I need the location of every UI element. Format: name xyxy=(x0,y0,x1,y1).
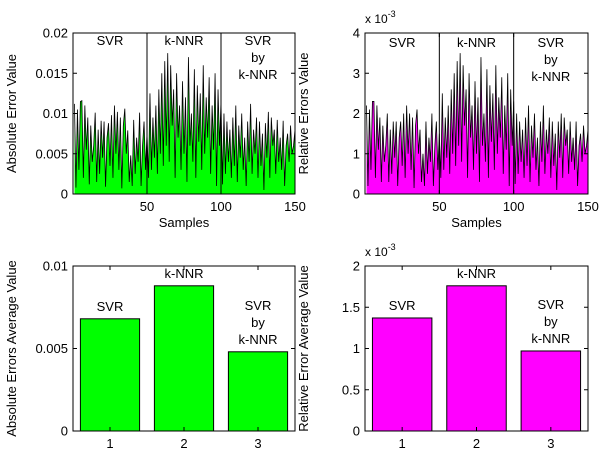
abs-error-line-region-label-3: k-NNR xyxy=(239,67,278,82)
abs-error-bar-bar-label-3: k-NNR xyxy=(239,332,278,347)
rel-error-line-ytick-label: 0 xyxy=(353,187,360,202)
rel-error-line-xtick-label: 100 xyxy=(503,199,525,214)
abs-error-bar-bar-label-3: by xyxy=(251,315,265,330)
rel-error-bar-bar-label-3: SVR xyxy=(537,297,564,312)
rel-error-line-y-axis-label: Relative Errors Value xyxy=(296,53,311,175)
abs-error-line-region-label-3: SVR xyxy=(245,33,272,48)
rel-error-bar-bar-3 xyxy=(520,350,582,432)
rel-error-bar-exponent-label: x 10-3 xyxy=(365,242,396,259)
abs-error-line-area-fill xyxy=(74,53,295,195)
rel-error-bar-exponent-power: -3 xyxy=(388,242,396,252)
rel-error-bar-bar-label-1: SVR xyxy=(389,298,416,313)
abs-error-bar-panel: SVR k-NNR SVR by k-NNR 1 2 3 0 0.005 0.01 Absolute … xyxy=(4,259,296,451)
abs-error-bar-bar-1 xyxy=(79,318,141,432)
rel-error-line-x-axis-label: Samples xyxy=(451,215,502,230)
rel-error-bar-bar-label-3: k-NNR xyxy=(531,331,570,346)
abs-error-bar-ytick-label: 0.01 xyxy=(43,259,68,274)
rel-error-bar-xtick-label: 1 xyxy=(399,436,406,451)
abs-error-bar-bar-label-1: SVR xyxy=(97,299,124,314)
rel-error-bar-y-axis-label: Relative Error Average Value xyxy=(296,265,311,431)
rel-error-line-area-fill xyxy=(366,53,588,194)
rel-error-line-region-label-3: SVR xyxy=(537,35,564,50)
rel-error-bar-ytick-label: 0.5 xyxy=(342,382,360,397)
rel-error-line-ytick-label: 1 xyxy=(353,146,360,161)
abs-error-line-ytick-label: 0.005 xyxy=(35,146,68,161)
rel-error-bar-ytick-label: 1 xyxy=(353,341,360,356)
rel-error-line-region-label-3: k-NNR xyxy=(531,69,570,84)
rel-error-line-ytick-label: 3 xyxy=(353,66,360,81)
rel-error-line-exponent-label: x 10-3 xyxy=(365,9,396,26)
abs-error-bar-axes-box xyxy=(72,265,296,432)
rel-error-bar-exponent-base: x 10 xyxy=(365,245,388,259)
abs-error-line-ytick-label: 0.01 xyxy=(43,106,68,121)
rel-error-line-region-label-2: k-NNR xyxy=(457,35,496,50)
rel-error-bar-bar-label-2: k-NNR xyxy=(457,266,496,281)
rel-error-line-xtick-label: 50 xyxy=(432,199,446,214)
abs-error-bar-bar-label-3: SVR xyxy=(245,298,272,313)
rel-error-bar-axes-box xyxy=(364,265,589,432)
abs-error-bar-xtick-label: 2 xyxy=(180,436,187,451)
rel-error-line-panel: SVR k-NNR SVR by k-NNR 50 100 150 0 1 2 3 4 x 10-3 Sam… xyxy=(296,9,599,230)
abs-error-bar-y-axis-label: Absolute Errors Average Value xyxy=(4,260,19,437)
abs-error-line-panel: SVR k-NNR SVR by k-NNR 50 100 150 0 0.005 0.01 0.01… xyxy=(4,26,306,231)
abs-error-bar-bar-2 xyxy=(153,285,215,432)
abs-error-line-axes-box xyxy=(72,32,296,195)
abs-error-line-ytick-label: 0.015 xyxy=(35,66,68,81)
rel-error-line-ytick-label: 4 xyxy=(353,26,360,41)
rel-error-line-axes-box xyxy=(364,32,589,195)
abs-error-bar-xtick-label: 3 xyxy=(254,436,261,451)
abs-error-bar-bar-label-2: k-NNR xyxy=(165,266,204,281)
rel-error-bar-ytick-label: 0 xyxy=(353,424,360,439)
abs-error-bar-ytick-label: 0.005 xyxy=(35,341,68,356)
rel-error-bar-bar-1 xyxy=(371,317,433,432)
abs-error-line-series-line xyxy=(74,53,296,190)
abs-error-line-ytick-label: 0 xyxy=(61,187,68,202)
rel-error-bar-xtick-label: 2 xyxy=(473,436,480,451)
rel-error-line-xtick-label: 150 xyxy=(577,199,599,214)
rel-error-line-region-label-1: SVR xyxy=(389,35,416,50)
rel-error-line-series-line xyxy=(366,53,589,190)
rel-error-bar-bar-2 xyxy=(446,285,507,432)
abs-error-line-xtick-label: 150 xyxy=(284,199,306,214)
rel-error-bar-ytick-label: 2 xyxy=(353,259,360,274)
abs-error-line-ytick-label: 0.02 xyxy=(43,26,68,41)
abs-error-line-region-label-2: k-NNR xyxy=(165,33,204,48)
abs-error-line-y-axis-label: Absolute Error Value xyxy=(4,54,19,173)
abs-error-bar-xtick-label: 1 xyxy=(106,436,113,451)
abs-error-line-xtick-label: 50 xyxy=(140,199,154,214)
abs-error-line-region-label-1: SVR xyxy=(97,33,124,48)
abs-error-bar-ytick-label: 0 xyxy=(61,424,68,439)
rel-error-line-exponent-power: -3 xyxy=(388,9,396,19)
rel-error-line-region-label-3: by xyxy=(544,52,558,67)
rel-error-bar-bar-label-3: by xyxy=(544,314,558,329)
abs-error-line-xtick-label: 100 xyxy=(210,199,232,214)
rel-error-line-exponent-base: x 10 xyxy=(365,12,388,26)
rel-error-line-ytick-label: 2 xyxy=(353,106,360,121)
abs-error-line-region-label-3: by xyxy=(251,50,265,65)
rel-error-bar-xtick-label: 3 xyxy=(547,436,554,451)
rel-error-bar-ytick-label: 1.5 xyxy=(342,300,360,315)
rel-error-bar-panel: SVR k-NNR SVR by k-NNR 1 2 3 0 0.5 1 1.5 2 x 10-3 Rela… xyxy=(296,242,589,451)
abs-error-line-x-axis-label: Samples xyxy=(159,215,210,230)
abs-error-bar-bar-3 xyxy=(227,351,289,432)
